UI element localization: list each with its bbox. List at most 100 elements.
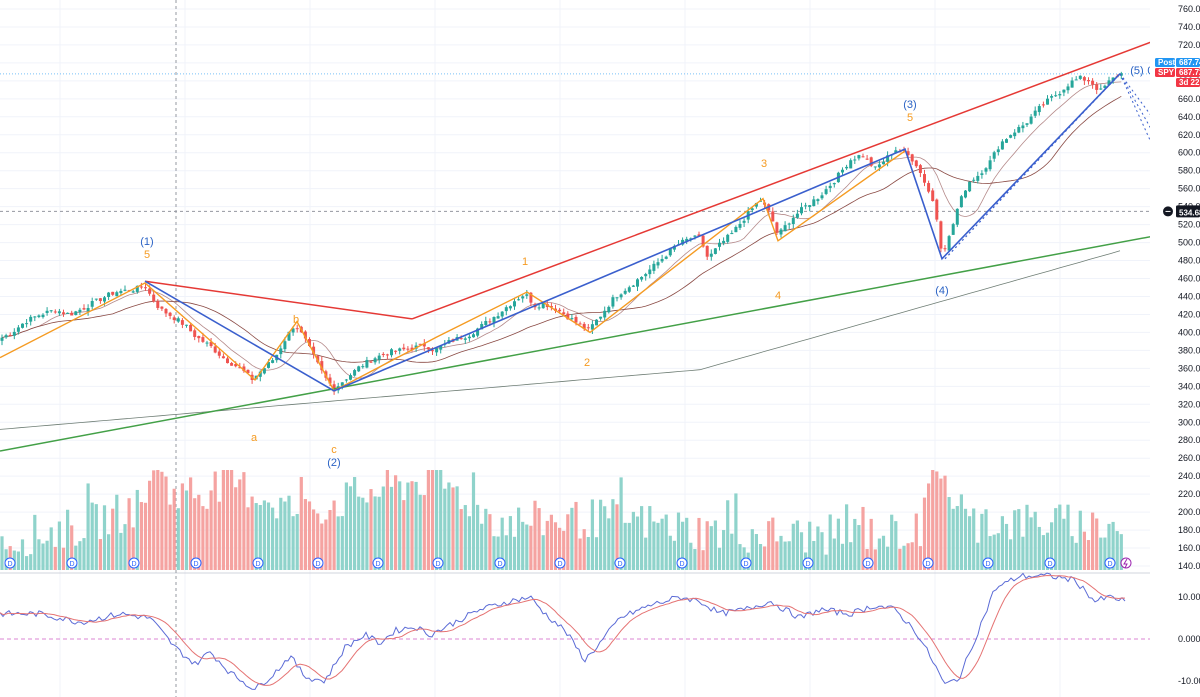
candle-body xyxy=(619,294,623,298)
volume-bar xyxy=(209,490,213,570)
dividend-marker[interactable]: D xyxy=(190,557,202,569)
volume-bar xyxy=(767,521,771,570)
candle-body xyxy=(726,234,730,242)
volume-bar xyxy=(57,521,61,570)
marker-circle xyxy=(252,557,264,569)
volume-bar xyxy=(172,488,176,570)
dividend-marker[interactable]: D xyxy=(4,557,16,569)
marker-letter: D xyxy=(315,561,320,568)
volume-bar xyxy=(832,538,836,570)
candle-body xyxy=(517,299,521,301)
dividend-marker[interactable]: D xyxy=(740,557,752,569)
countdown-badge-text: 3d 22h xyxy=(1179,78,1200,87)
candle-body xyxy=(394,350,398,352)
candle-body xyxy=(25,323,29,325)
dividend-marker[interactable]: D xyxy=(614,557,626,569)
candle-body xyxy=(213,346,217,353)
dividend-marker[interactable]: D xyxy=(372,557,384,569)
post-label-badge-text: Post xyxy=(1158,58,1176,67)
candle-body xyxy=(636,279,639,287)
candle-body xyxy=(340,382,344,386)
candle-body xyxy=(365,359,369,368)
candle-body xyxy=(431,350,434,352)
candle-body xyxy=(115,292,119,297)
marker-circle xyxy=(676,557,688,569)
candle-body xyxy=(422,343,426,347)
volume-bar xyxy=(709,526,713,570)
candle-body xyxy=(902,149,906,151)
volume-bar xyxy=(476,504,480,570)
wave-drawings[interactable] xyxy=(0,33,1173,452)
dividend-marker[interactable]: D xyxy=(982,557,994,569)
dividend-marker[interactable]: D xyxy=(1104,557,1116,569)
volume-bar xyxy=(779,535,783,570)
candle-body xyxy=(242,366,246,372)
volume-bar xyxy=(631,511,635,570)
candle-body xyxy=(595,319,598,326)
candle-body xyxy=(808,205,812,208)
candle-body xyxy=(185,324,188,326)
candle-body xyxy=(1041,104,1045,106)
marker-letter: D xyxy=(679,561,684,568)
dividend-marker[interactable]: D xyxy=(312,557,324,569)
volume-bar xyxy=(402,500,406,570)
volume-bar xyxy=(713,520,717,570)
volume-bar xyxy=(1013,510,1017,570)
dividend-marker[interactable]: D xyxy=(1044,557,1056,569)
volume-bar xyxy=(603,506,607,570)
dividend-marker[interactable]: D xyxy=(802,557,814,569)
volume-bar xyxy=(935,471,939,570)
candle-body xyxy=(33,316,37,318)
volume-bar xyxy=(418,494,422,570)
candle-body xyxy=(90,301,94,307)
volume-bar xyxy=(102,505,107,570)
dividend-marker[interactable]: D xyxy=(922,557,934,569)
candle-body xyxy=(664,256,668,259)
volume-bar xyxy=(968,516,972,570)
dividend-marker[interactable]: D xyxy=(128,557,140,569)
candle-body xyxy=(738,223,742,228)
dividend-marker[interactable]: D xyxy=(494,557,506,569)
split-marker[interactable] xyxy=(1120,557,1132,569)
volume-bar xyxy=(201,506,205,570)
candle-body xyxy=(742,220,746,223)
countdown-badge-bg xyxy=(1176,78,1200,87)
candle-body xyxy=(935,199,939,220)
volume-bar xyxy=(0,536,4,570)
volume-bar xyxy=(1041,535,1045,570)
volume-bar xyxy=(590,499,594,570)
candle-body xyxy=(29,316,33,322)
dividend-marker[interactable]: D xyxy=(432,557,444,569)
candle-body xyxy=(500,311,504,317)
dividend-marker[interactable]: D xyxy=(252,557,264,569)
dividend-marker[interactable]: D xyxy=(554,557,566,569)
wave-label: 1 xyxy=(522,256,528,268)
candle-body xyxy=(4,335,8,338)
marker-letter: D xyxy=(805,561,810,568)
volume-bar xyxy=(168,504,172,570)
price-tick-label: 500.00 xyxy=(1178,238,1200,248)
candle-body xyxy=(1025,123,1029,125)
candle-body xyxy=(857,155,861,159)
price-tick-label: 720.00 xyxy=(1178,40,1200,50)
candle-body xyxy=(418,343,422,345)
volume-bar xyxy=(615,504,619,570)
candle-body xyxy=(656,262,660,266)
volume-bar xyxy=(25,556,29,570)
candle-body xyxy=(402,347,406,350)
volume-bar xyxy=(570,507,574,570)
dividend-marker[interactable]: D xyxy=(66,557,78,569)
price-axis[interactable]: 760.00740.00720.00700.00680.00660.00640.… xyxy=(1150,0,1200,697)
candle-body xyxy=(623,290,627,294)
volume-bar xyxy=(197,494,201,570)
marker-circle xyxy=(554,557,566,569)
candle-body xyxy=(640,276,644,280)
dividend-marker[interactable]: D xyxy=(676,557,688,569)
dividend-marker[interactable]: D xyxy=(862,557,874,569)
candle-body xyxy=(943,248,947,250)
price-tick-label: 580.00 xyxy=(1178,166,1200,176)
volume-bar xyxy=(324,519,328,570)
